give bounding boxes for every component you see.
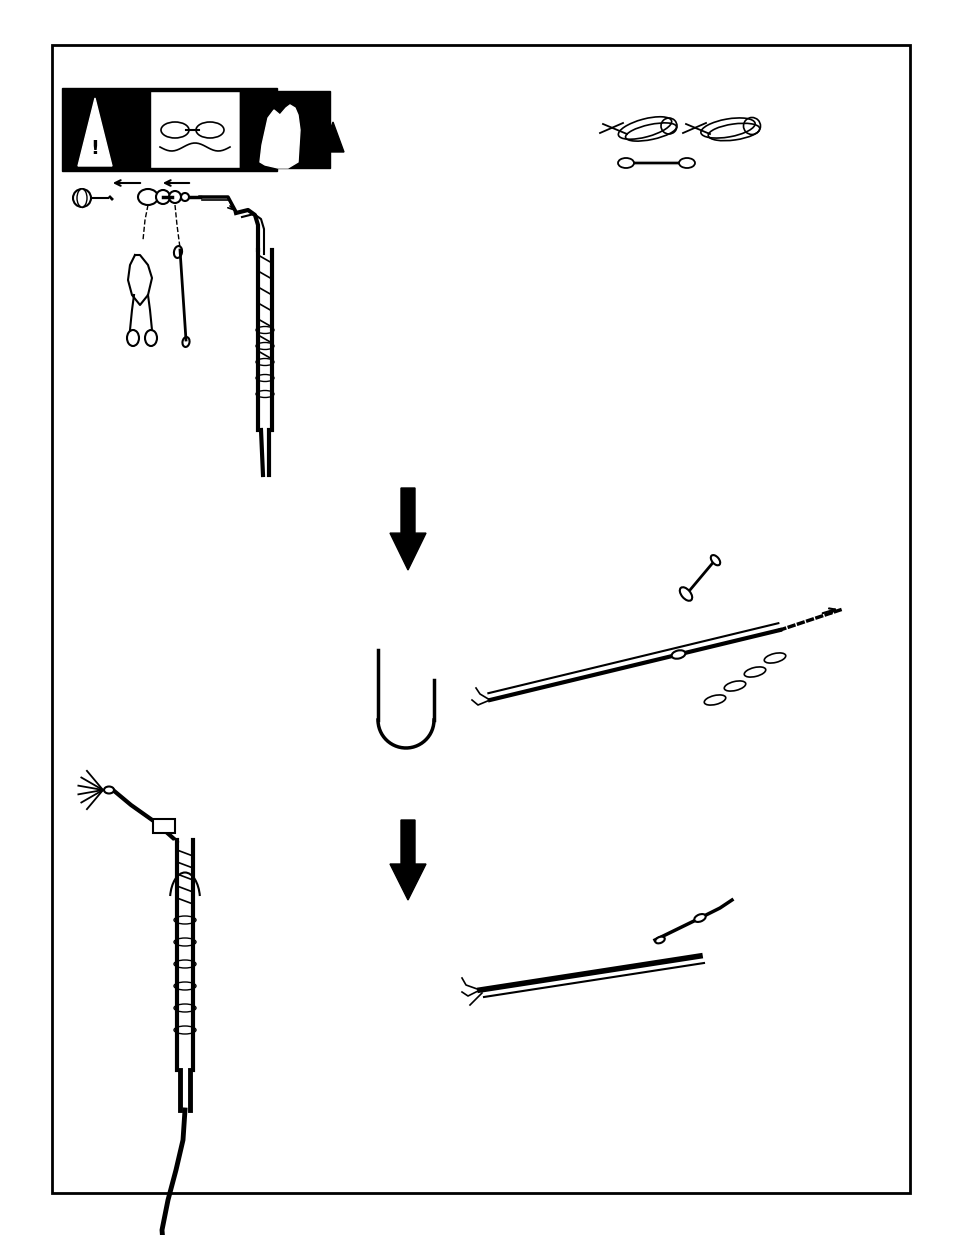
Ellipse shape xyxy=(710,555,720,566)
Ellipse shape xyxy=(694,914,705,923)
Bar xyxy=(240,91,330,168)
Ellipse shape xyxy=(763,653,785,663)
Bar xyxy=(150,91,240,168)
Ellipse shape xyxy=(743,667,765,677)
Polygon shape xyxy=(322,122,344,152)
Ellipse shape xyxy=(138,189,158,205)
Ellipse shape xyxy=(161,122,189,138)
Bar xyxy=(62,88,276,170)
Ellipse shape xyxy=(169,191,181,203)
Polygon shape xyxy=(390,488,426,571)
Ellipse shape xyxy=(679,587,692,600)
Ellipse shape xyxy=(181,193,189,201)
Ellipse shape xyxy=(104,787,113,794)
Ellipse shape xyxy=(77,189,87,207)
Ellipse shape xyxy=(195,122,224,138)
Ellipse shape xyxy=(618,158,634,168)
Text: !: ! xyxy=(91,138,99,158)
Polygon shape xyxy=(390,820,426,900)
Bar xyxy=(52,44,909,1193)
Ellipse shape xyxy=(73,189,91,207)
Ellipse shape xyxy=(156,190,170,204)
Polygon shape xyxy=(78,98,112,165)
Ellipse shape xyxy=(671,651,684,658)
Ellipse shape xyxy=(655,936,664,944)
Polygon shape xyxy=(260,105,299,168)
Bar xyxy=(152,819,174,832)
Ellipse shape xyxy=(723,680,745,692)
Ellipse shape xyxy=(703,695,725,705)
Ellipse shape xyxy=(679,158,695,168)
